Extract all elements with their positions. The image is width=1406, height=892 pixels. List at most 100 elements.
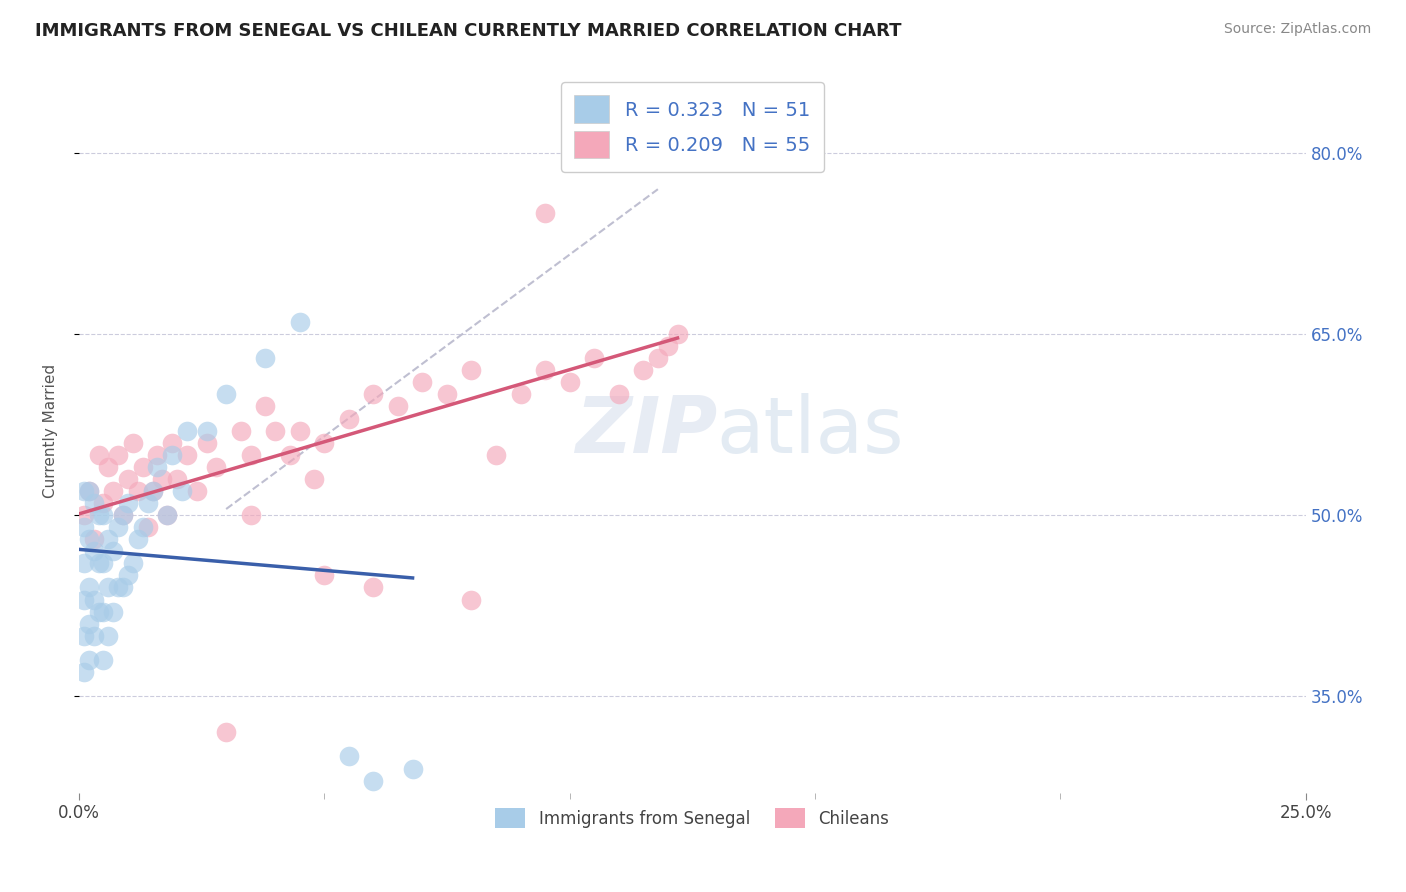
Point (195, 424, 218, 438)
Point (337, 749, 360, 764)
Point (87, 605, 110, 619)
Point (288, 315, 311, 329)
Point (103, 483, 125, 498)
Point (647, 351, 669, 366)
Point (97, 532, 120, 546)
Point (314, 435, 336, 450)
Point (112, 508, 135, 522)
Point (107, 581, 129, 595)
Point (534, 363, 557, 377)
Point (77, 653, 100, 667)
Point (176, 448, 198, 462)
Point (146, 448, 169, 462)
Point (103, 544, 125, 558)
Point (460, 592, 482, 607)
Point (127, 483, 149, 498)
Point (170, 483, 193, 498)
Point (107, 448, 129, 462)
Point (150, 472, 173, 486)
Point (127, 532, 149, 546)
Point (87, 508, 110, 522)
Point (117, 472, 139, 486)
Point (363, 387, 385, 401)
Point (387, 400, 409, 414)
Point (156, 508, 179, 522)
Point (337, 411, 360, 425)
Point (77, 616, 100, 631)
Point (136, 520, 159, 534)
Point (93, 496, 115, 510)
Point (631, 363, 654, 377)
Text: IMMIGRANTS FROM SENEGAL VS CHILEAN CURRENTLY MARRIED CORRELATION CHART: IMMIGRANTS FROM SENEGAL VS CHILEAN CURRE… (35, 22, 901, 40)
Point (107, 520, 129, 534)
Point (73, 520, 96, 534)
Text: Source: ZipAtlas.com: Source: ZipAtlas.com (1223, 22, 1371, 37)
Point (239, 508, 262, 522)
Point (215, 725, 238, 739)
Point (666, 326, 689, 341)
Point (83, 544, 105, 558)
Point (558, 376, 581, 390)
Point (534, 206, 557, 220)
Point (77, 581, 100, 595)
Point (117, 496, 139, 510)
Point (278, 448, 301, 462)
Point (112, 508, 135, 522)
Point (215, 387, 238, 401)
Point (436, 387, 458, 401)
Y-axis label: Currently Married: Currently Married (44, 364, 58, 498)
Point (314, 568, 336, 582)
Point (97, 459, 120, 474)
Point (97, 629, 120, 643)
Point (141, 483, 163, 498)
Point (122, 557, 145, 571)
Point (607, 387, 630, 401)
Text: ZIP: ZIP (575, 392, 717, 468)
Point (112, 581, 135, 595)
Point (103, 605, 125, 619)
Point (160, 435, 183, 450)
Point (97, 581, 120, 595)
Point (186, 483, 208, 498)
Point (205, 459, 228, 474)
Point (77, 483, 100, 498)
Point (83, 592, 105, 607)
Point (132, 520, 155, 534)
Point (176, 424, 198, 438)
Point (93, 508, 115, 522)
Point (93, 605, 115, 619)
Point (195, 435, 218, 450)
Point (657, 339, 679, 353)
Legend: Immigrants from Senegal, Chileans: Immigrants from Senegal, Chileans (489, 801, 896, 835)
Point (77, 483, 100, 498)
Text: atlas: atlas (717, 392, 904, 468)
Point (254, 400, 277, 414)
Point (83, 496, 105, 510)
Point (160, 448, 183, 462)
Point (87, 448, 110, 462)
Point (304, 472, 326, 486)
Point (146, 459, 169, 474)
Point (583, 351, 606, 366)
Point (73, 665, 96, 679)
Point (73, 629, 96, 643)
Point (117, 568, 139, 582)
Point (136, 496, 159, 510)
Point (411, 376, 433, 390)
Point (264, 424, 287, 438)
Point (87, 557, 110, 571)
Point (73, 508, 96, 522)
Point (77, 532, 100, 546)
Point (239, 448, 262, 462)
Point (166, 472, 188, 486)
Point (73, 483, 96, 498)
Point (83, 629, 105, 643)
Point (83, 532, 105, 546)
Point (132, 459, 155, 474)
Point (509, 387, 531, 401)
Point (363, 773, 385, 788)
Point (141, 483, 163, 498)
Point (363, 581, 385, 595)
Point (73, 592, 96, 607)
Point (73, 557, 96, 571)
